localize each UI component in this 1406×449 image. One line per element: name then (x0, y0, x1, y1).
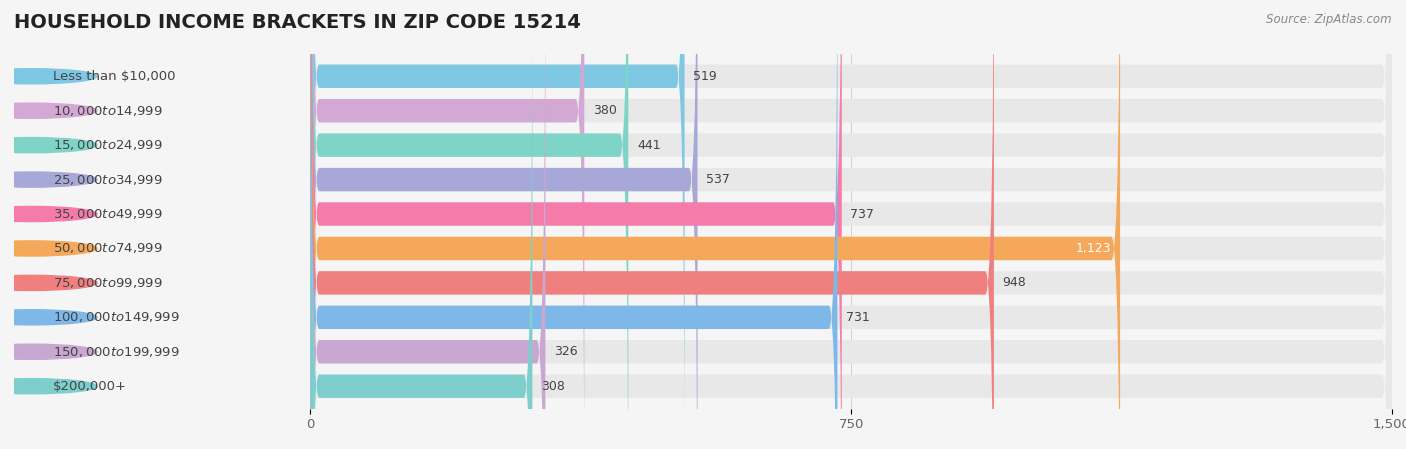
Text: $75,000 to $99,999: $75,000 to $99,999 (52, 276, 162, 290)
FancyBboxPatch shape (311, 0, 838, 449)
Circle shape (0, 344, 97, 359)
Circle shape (0, 172, 97, 187)
Circle shape (0, 207, 97, 222)
Text: 308: 308 (541, 380, 565, 393)
Circle shape (0, 103, 97, 118)
FancyBboxPatch shape (311, 0, 994, 449)
FancyBboxPatch shape (311, 0, 1392, 449)
FancyBboxPatch shape (311, 0, 1392, 449)
FancyBboxPatch shape (311, 0, 1392, 449)
Text: Less than $10,000: Less than $10,000 (52, 70, 176, 83)
Text: 326: 326 (554, 345, 578, 358)
FancyBboxPatch shape (311, 0, 1392, 449)
FancyBboxPatch shape (311, 0, 1392, 449)
FancyBboxPatch shape (311, 0, 842, 449)
FancyBboxPatch shape (311, 0, 533, 449)
Circle shape (0, 275, 97, 291)
Text: 731: 731 (846, 311, 870, 324)
FancyBboxPatch shape (311, 0, 585, 449)
Text: 948: 948 (1002, 277, 1026, 290)
Text: 380: 380 (593, 104, 617, 117)
Circle shape (0, 310, 97, 325)
FancyBboxPatch shape (311, 0, 1392, 449)
FancyBboxPatch shape (311, 0, 1392, 449)
Circle shape (0, 241, 97, 256)
Text: 441: 441 (637, 139, 661, 152)
FancyBboxPatch shape (311, 0, 685, 449)
FancyBboxPatch shape (311, 0, 1392, 449)
Circle shape (0, 379, 97, 394)
Text: 1,123: 1,123 (1076, 242, 1111, 255)
Text: 537: 537 (706, 173, 730, 186)
FancyBboxPatch shape (311, 0, 628, 449)
Circle shape (0, 137, 97, 153)
FancyBboxPatch shape (311, 0, 1392, 449)
Text: HOUSEHOLD INCOME BRACKETS IN ZIP CODE 15214: HOUSEHOLD INCOME BRACKETS IN ZIP CODE 15… (14, 13, 581, 32)
FancyBboxPatch shape (311, 0, 697, 449)
FancyBboxPatch shape (311, 0, 1392, 449)
Text: $35,000 to $49,999: $35,000 to $49,999 (52, 207, 162, 221)
Text: $200,000+: $200,000+ (52, 380, 127, 393)
Text: 519: 519 (693, 70, 717, 83)
Text: $100,000 to $149,999: $100,000 to $149,999 (52, 310, 179, 324)
FancyBboxPatch shape (311, 0, 546, 449)
Text: $50,000 to $74,999: $50,000 to $74,999 (52, 242, 162, 255)
Text: 737: 737 (851, 207, 875, 220)
Text: Source: ZipAtlas.com: Source: ZipAtlas.com (1267, 13, 1392, 26)
Text: $25,000 to $34,999: $25,000 to $34,999 (52, 172, 162, 187)
Text: $150,000 to $199,999: $150,000 to $199,999 (52, 345, 179, 359)
Circle shape (0, 69, 97, 84)
FancyBboxPatch shape (311, 0, 1121, 449)
Text: $15,000 to $24,999: $15,000 to $24,999 (52, 138, 162, 152)
Text: $10,000 to $14,999: $10,000 to $14,999 (52, 104, 162, 118)
